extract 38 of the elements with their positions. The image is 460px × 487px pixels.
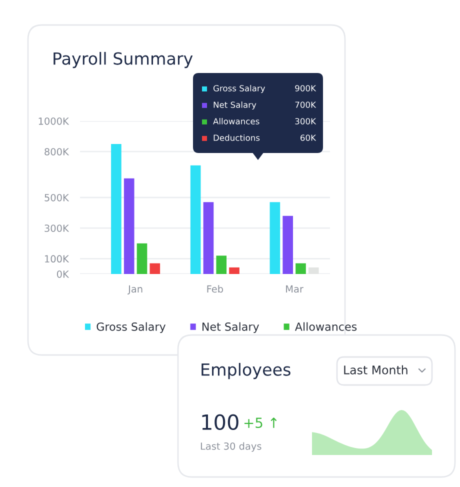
annotation: 60K (300, 134, 316, 141)
bar (136, 243, 148, 274)
text: Net Salary (214, 101, 256, 110)
bar (308, 267, 319, 274)
annotation: 300K (295, 118, 316, 124)
x-tick-label: Jan (128, 285, 142, 294)
x-tick-label: Feb (207, 285, 223, 293)
bar (124, 178, 134, 274)
bar (203, 202, 214, 274)
x-tick-label: Mar (286, 285, 304, 293)
bar (190, 165, 201, 274)
bar (282, 216, 293, 274)
annotation: Allowances (213, 118, 260, 124)
annotation: Deductions (214, 134, 260, 141)
y-tick-label: 800K (44, 148, 70, 156)
text: 100 (202, 414, 238, 430)
y-tick-label: 0K (56, 270, 70, 278)
legend-label: Allowances (294, 322, 357, 331)
text: 900K (295, 85, 316, 92)
text: Employees (202, 362, 290, 380)
text: Last 30 days (200, 442, 262, 452)
bar (229, 267, 240, 274)
bar (270, 202, 280, 274)
bar (111, 144, 122, 274)
text: Gross Salary (213, 84, 266, 94)
bar (296, 263, 306, 274)
text: Last Month (344, 365, 408, 374)
chart-title: Payroll Summary (54, 52, 193, 68)
legend-label: Gross Salary (96, 322, 166, 334)
text: +5 ↑ (244, 418, 277, 428)
text: 700K (295, 102, 316, 108)
y-tick-label: 500K (44, 194, 70, 202)
y-tick-label: 100K (45, 255, 70, 263)
bar (216, 256, 227, 274)
y-tick-label: 300K (44, 224, 70, 232)
y-tick-label: 1000K (38, 117, 70, 125)
bar (150, 263, 160, 274)
legend-label: Net Salary (202, 322, 260, 334)
